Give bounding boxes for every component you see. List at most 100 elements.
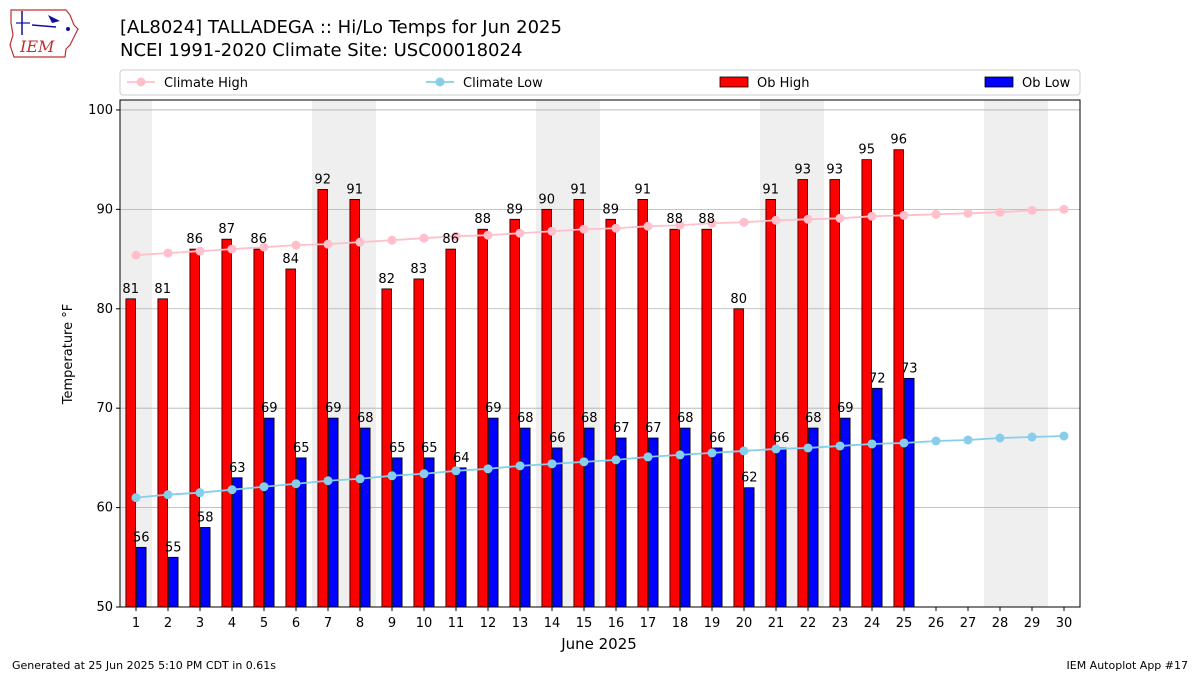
x-tick-label: 27 [960, 616, 977, 631]
legend-swatch-ob-low [984, 76, 1014, 88]
ob-high-label: 90 [538, 192, 555, 207]
ob-low-label: 68 [517, 411, 534, 426]
ob-high-label: 83 [410, 262, 427, 277]
climate-high-point [931, 209, 941, 219]
climate-high-point [355, 237, 365, 247]
climate-low-point [899, 438, 909, 448]
ob-low-label: 66 [773, 431, 790, 446]
ob-high-bar [605, 218, 616, 608]
ob-low-bar [232, 477, 243, 608]
climate-low-point [515, 461, 525, 471]
x-tick-label: 1 [132, 616, 140, 631]
ob-high-label: 81 [154, 282, 171, 297]
ob-high-bar [285, 268, 296, 608]
x-tick-label: 18 [672, 616, 689, 631]
climate-low-point [643, 452, 653, 462]
climate-high-point [547, 226, 557, 236]
x-tick-label: 20 [736, 616, 753, 631]
ob-low-bar [744, 487, 755, 608]
ob-low-label: 55 [165, 540, 182, 555]
ob-low-bar [328, 417, 339, 608]
ob-low-label: 73 [901, 361, 918, 376]
climate-high-point [259, 242, 269, 252]
ob-low-bar [584, 427, 595, 608]
legend-label-climate-high: Climate High [164, 76, 248, 91]
x-tick-label: 7 [324, 616, 332, 631]
ob-low-label: 65 [421, 441, 438, 456]
data-labels: 81 81 86 87 86 84 92 91 82 83 86 88 89 90 91 89 91 88 88 80… [122, 133, 917, 556]
climate-high-point [867, 211, 877, 221]
climate-low-point [611, 455, 621, 465]
ob-low-label: 65 [293, 441, 310, 456]
iem-logo: IEM [9, 9, 79, 58]
climate-low-point [195, 488, 205, 498]
ob-low-label: 69 [485, 401, 502, 416]
x-tick-label: 13 [512, 616, 529, 631]
chart-subtitle: NCEI 1991-2020 Climate Site: USC00018024 [120, 40, 523, 61]
ob-low-label: 68 [677, 411, 694, 426]
ob-low-bar [520, 427, 531, 608]
ob-low-label: 67 [613, 421, 630, 436]
ob-high-bar [157, 298, 168, 608]
ob-high-bar [637, 199, 648, 608]
ob-high-bar [797, 179, 808, 608]
climate-high-point [675, 220, 685, 230]
ob-high-bar [349, 199, 360, 608]
ob-high-label: 91 [570, 182, 587, 197]
climate-high-point [995, 207, 1005, 217]
legend-swatch-ob-high [719, 76, 749, 88]
ob-low-label: 68 [805, 411, 822, 426]
x-tick-label: 6 [292, 616, 300, 631]
climate-high-point [707, 218, 717, 228]
x-tick-label: 15 [576, 616, 593, 631]
ob-high-bar [253, 248, 264, 608]
climate-low-point [483, 464, 493, 474]
y-tick-label: 50 [96, 600, 113, 615]
climate-low-point [835, 441, 845, 451]
legend-label-ob-low: Ob Low [1022, 76, 1071, 91]
ob-low-bar [392, 457, 403, 608]
x-tick-label: 17 [640, 616, 657, 631]
climate-high-point [163, 248, 173, 258]
x-tick-label: 16 [608, 616, 625, 631]
ob-high-bar [733, 308, 744, 608]
x-tick-label: 23 [832, 616, 849, 631]
climate-high-point [643, 221, 653, 231]
climate-high-point [419, 233, 429, 243]
ob-low-bar [456, 467, 467, 608]
ob-low-label: 56 [133, 530, 150, 545]
ob-high-bar [477, 228, 488, 608]
ob-high-bar [221, 238, 232, 608]
climate-low-point [995, 433, 1005, 443]
y-axis-label: Temperature °F [61, 304, 76, 405]
x-tick-label: 28 [992, 616, 1009, 631]
ob-low-bar [872, 387, 883, 608]
climate-low-point [867, 439, 877, 449]
x-tick-label: 30 [1056, 616, 1073, 631]
ob-high-label: 87 [218, 222, 235, 237]
ob-low-bar [776, 447, 787, 608]
ob-high-label: 84 [282, 252, 299, 267]
ob-low-bar [904, 377, 915, 608]
legend-label-climate-low: Climate Low [463, 76, 543, 91]
ob-low-label: 69 [325, 401, 342, 416]
climate-high-point [835, 213, 845, 223]
ob-low-label: 66 [549, 431, 566, 446]
ob-low-bar [488, 417, 499, 608]
legend-label-ob-high: Ob High [757, 76, 810, 91]
climate-high-point [1027, 205, 1037, 215]
climate-low-point [227, 485, 237, 495]
ob-low-label: 62 [741, 471, 758, 486]
ob-high-label: 95 [858, 143, 875, 158]
ob-low-label: 67 [645, 421, 662, 436]
climate-high-point [1059, 204, 1069, 214]
ob-high-label: 80 [730, 292, 747, 307]
chart-title: [AL8024] TALLADEGA :: Hi/Lo Temps for Ju… [120, 17, 562, 38]
climate-low-point [931, 436, 941, 446]
climate-lines [131, 204, 1069, 503]
climate-low-point [803, 443, 813, 453]
x-tick-label: 22 [800, 616, 817, 631]
iem-logo-text: IEM [19, 37, 55, 56]
